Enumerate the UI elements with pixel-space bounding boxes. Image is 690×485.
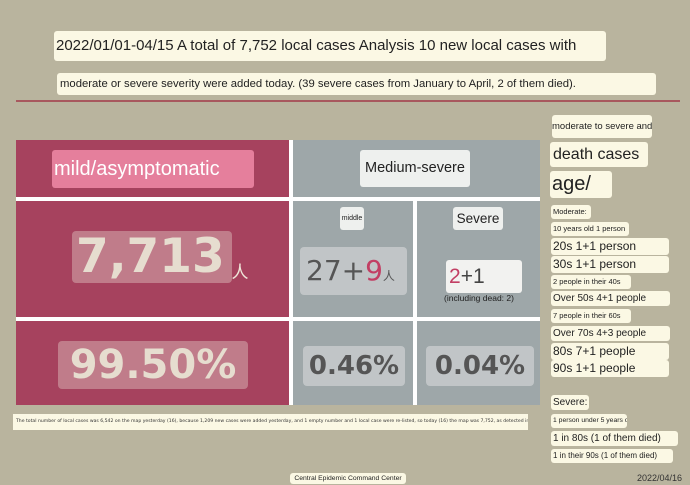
mild-pct: 99.50% — [58, 341, 248, 389]
mild-unit: 人 — [231, 263, 249, 282]
severe-note: (including dead: 2) — [444, 293, 514, 303]
mild-count-cell: 7,713 人 — [16, 201, 289, 317]
middle-cell: middle 27+9人 — [293, 201, 413, 317]
severe-item: 1 in 80s (1 of them died) — [551, 431, 678, 446]
middle-base: 27+ — [306, 254, 366, 287]
severe-count: 2+1 — [446, 260, 522, 293]
sidebar-heading-2: death cases — [550, 142, 648, 167]
header-divider — [16, 100, 680, 102]
severe-item: 1 person under 5 years old — [551, 414, 627, 428]
moderate-item: 2 people in their 40s — [551, 275, 631, 289]
middle-label: middle — [340, 207, 364, 230]
severe-label: Severe — [453, 207, 503, 230]
moderate-item: 80s 7+1 people — [551, 343, 669, 360]
middle-pct: 0.46% — [303, 346, 405, 386]
header-line-1: 2022/01/01-04/15 A total of 7,752 local … — [54, 31, 606, 61]
severe-cell: Severe 2+1 (including dead: 2) — [417, 201, 540, 317]
moderate-item: 30s 1+1 person — [551, 256, 669, 273]
medium-header: Medium-severe — [360, 150, 470, 187]
moderate-item: 10 years old 1 person — [551, 222, 629, 236]
moderate-title: Moderate: — [551, 205, 591, 219]
footnote: The total number of local cases was 6,54… — [13, 414, 528, 430]
moderate-item: 7 people in their 60s — [551, 309, 631, 323]
middle-pct-cell: 0.46% — [293, 321, 413, 405]
severity-grid: mild/asymptomatic Medium-severe 7,713 人 … — [16, 140, 540, 405]
mild-header-cell: mild/asymptomatic — [16, 140, 289, 197]
moderate-item: 20s 1+1 person — [551, 238, 669, 255]
moderate-item: 90s 1+1 people — [551, 360, 669, 377]
severe-pct-cell: 0.04% — [417, 321, 540, 405]
middle-new: 9 — [365, 254, 383, 287]
header-line-2: moderate or severe severity were added t… — [57, 73, 656, 95]
mild-pct-cell: 99.50% — [16, 321, 289, 405]
moderate-item: Over 50s 4+1 people — [551, 291, 670, 306]
mild-count: 7,713 — [72, 231, 232, 283]
mild-header: mild/asymptomatic — [52, 150, 254, 188]
severe-title: Severe: — [551, 395, 589, 410]
severe-item: 1 in their 90s (1 of them died) — [551, 449, 673, 463]
severe-pct: 0.04% — [426, 346, 534, 386]
sidebar-heading-1: moderate to severe and — [552, 115, 652, 138]
severe-base: 2 — [449, 265, 461, 288]
severe-new: +1 — [460, 265, 485, 288]
middle-unit: 人 — [382, 269, 395, 283]
sidebar-heading-3: age/ — [550, 171, 612, 198]
medium-header-cell: Medium-severe — [293, 140, 540, 197]
date-stamp: 2022/04/16 — [636, 473, 683, 483]
moderate-item: Over 70s 4+3 people — [551, 326, 670, 341]
middle-count: 27+9人 — [300, 247, 407, 295]
credit: Central Epidemic Command Center — [290, 473, 406, 484]
